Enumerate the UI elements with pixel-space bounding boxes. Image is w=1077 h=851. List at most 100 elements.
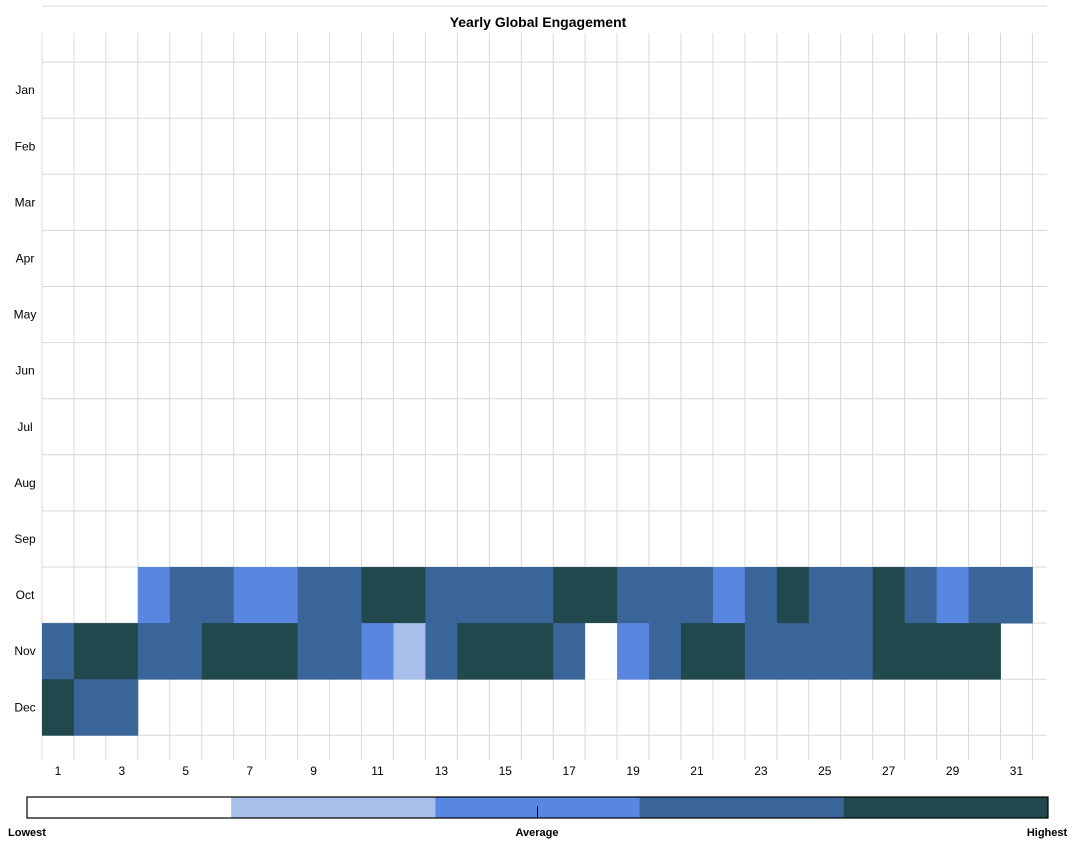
heatmap-cell	[585, 567, 618, 624]
y-tick-label: Apr	[16, 251, 35, 265]
heatmap-cell	[904, 623, 937, 680]
y-axis-labels: Jan Feb Mar Apr May Jun Jul Aug Sep Oct Nov Dec	[14, 83, 37, 714]
heatmap-cell	[617, 567, 650, 624]
heatmap-cell	[681, 567, 714, 624]
heatmap-cell	[137, 567, 171, 624]
y-tick-label: Aug	[14, 476, 35, 490]
x-tick-label: 11	[371, 764, 384, 778]
x-tick-label: 5	[182, 764, 189, 778]
x-tick-label: 31	[1010, 764, 1024, 778]
heatmap-cell	[329, 623, 362, 680]
x-tick-label: 13	[435, 764, 449, 778]
heatmap-cell	[712, 623, 746, 680]
y-tick-label: May	[14, 308, 37, 322]
legend-swatch	[639, 797, 845, 818]
x-tick-label: 9	[310, 764, 317, 778]
heatmap-cell	[42, 623, 75, 680]
x-axis-labels: 1 3 5 7 9 11 13 15 17 19 21 23 25 27 29 31	[55, 764, 1024, 778]
y-tick-label: Nov	[14, 644, 35, 658]
heatmap-cell	[361, 567, 394, 624]
heatmap-cell	[233, 567, 267, 624]
heatmap-cell	[42, 679, 75, 736]
heatmap-cell	[169, 623, 203, 680]
x-tick-label: 25	[818, 764, 832, 778]
heatmap-cell	[585, 623, 618, 680]
heatmap-cell	[169, 567, 203, 624]
y-tick-label: Sep	[14, 532, 36, 546]
heatmap-cell	[776, 567, 810, 624]
heatmap-cell	[649, 567, 682, 624]
x-tick-label: 3	[119, 764, 126, 778]
x-tick-label: 29	[946, 764, 960, 778]
heatmap-cell	[297, 567, 330, 624]
legend-swatch	[843, 797, 1049, 818]
heatmap-cell	[553, 567, 586, 624]
heatmap-cells	[42, 567, 1033, 736]
heatmap-cell	[840, 623, 874, 680]
heatmap-cell	[201, 623, 235, 680]
heatmap-cell	[361, 623, 394, 680]
heatmap-cell	[489, 623, 522, 680]
x-tick-label: 15	[499, 764, 513, 778]
heatmap-cell	[105, 679, 139, 736]
heatmap-cell	[617, 623, 650, 680]
heatmap-cell	[808, 623, 842, 680]
heatmap-cell	[936, 623, 969, 680]
y-tick-label: Mar	[15, 195, 36, 209]
heatmap-cell	[73, 623, 107, 680]
heatmap-cell	[521, 567, 554, 624]
y-tick-label: Jun	[15, 364, 34, 378]
x-tick-label: 1	[55, 764, 62, 778]
x-tick-label: 7	[246, 764, 253, 778]
legend-swatch	[27, 797, 232, 818]
heatmap-cell	[553, 623, 586, 680]
heatmap-cell	[137, 623, 171, 680]
heatmap-cell	[744, 567, 778, 624]
heatmap-cell	[1000, 567, 1033, 624]
heatmap-cell	[968, 623, 1001, 680]
y-tick-label: Dec	[14, 700, 35, 714]
heatmap-cell	[776, 623, 810, 680]
x-tick-label: 17	[562, 764, 576, 778]
chart-title: Yearly Global Engagement	[450, 14, 627, 30]
heatmap-cell	[425, 623, 458, 680]
heatmap-cell	[521, 623, 554, 680]
legend-mid-label: Average	[515, 827, 558, 839]
x-tick-label: 23	[754, 764, 768, 778]
heatmap-cell	[457, 623, 490, 680]
legend-low-label: Lowest	[8, 827, 46, 839]
heatmap-cell	[489, 567, 522, 624]
heatmap-cell	[681, 623, 714, 680]
heatmap-cell	[457, 567, 490, 624]
heatmap-cell	[649, 623, 682, 680]
heatmap-cell	[904, 567, 937, 624]
heatmap-cell	[936, 567, 969, 624]
heatmap-cell	[201, 567, 235, 624]
heatmap-cell	[425, 567, 458, 624]
x-tick-label: 27	[882, 764, 896, 778]
color-legend: Lowest Average Highest	[8, 796, 1068, 839]
heatmap-cell	[872, 623, 906, 680]
heatmap-cell	[393, 623, 426, 680]
x-tick-label: 19	[626, 764, 640, 778]
legend-swatch	[231, 797, 436, 818]
heatmap-cell	[265, 623, 298, 680]
heatmap-cell	[840, 567, 874, 624]
x-tick-label: 21	[690, 764, 704, 778]
heatmap-cell	[233, 623, 267, 680]
heatmap-cell	[297, 623, 330, 680]
heatmap-cell	[329, 567, 362, 624]
y-tick-label: Feb	[15, 139, 36, 153]
y-tick-label: Jan	[15, 83, 34, 97]
heatmap-cell	[968, 567, 1001, 624]
heatmap-cell	[712, 567, 746, 624]
heatmap-cell	[393, 567, 426, 624]
y-tick-label: Jul	[17, 420, 32, 434]
heatmap-cell	[265, 567, 298, 624]
heatmap-cell	[73, 679, 107, 736]
heatmap-cell	[872, 567, 906, 624]
legend-high-label: Highest	[1027, 827, 1068, 839]
heatmap-cell	[744, 623, 778, 680]
heatmap-cell	[105, 623, 139, 680]
